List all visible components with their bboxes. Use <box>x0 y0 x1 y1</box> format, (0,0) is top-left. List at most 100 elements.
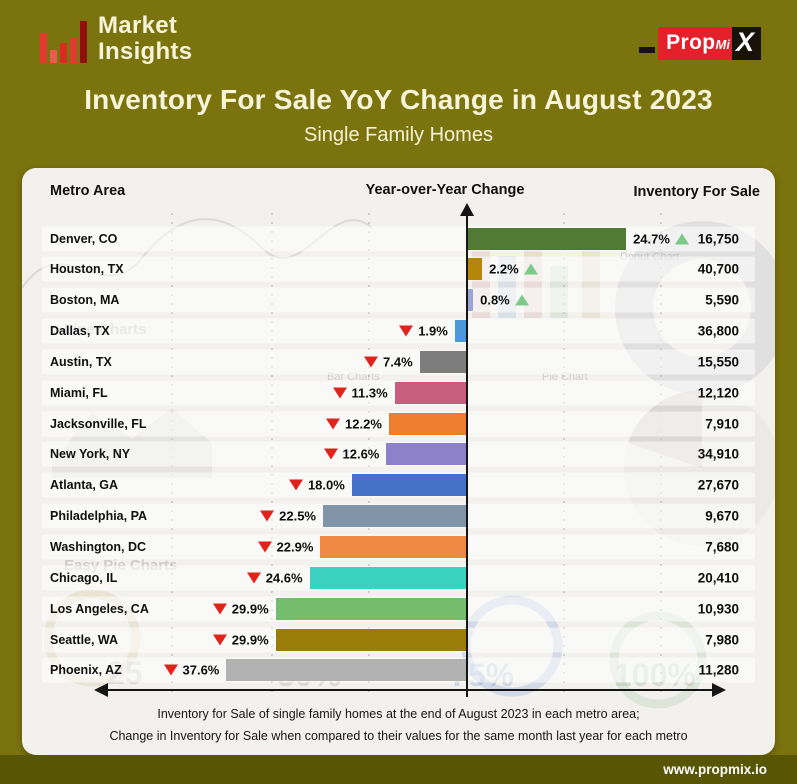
trend-down-icon <box>288 479 303 491</box>
metro-label: Seattle, WA <box>50 632 119 647</box>
metro-row: Atlanta, GA 18.0% 27,670 <box>22 470 775 501</box>
metro-row: Miami, FL 11.3% 12,120 <box>22 377 775 408</box>
yoy-value-text: 29.9% <box>231 632 269 648</box>
metro-row: Austin, TX 7.4% 15,550 <box>22 346 775 377</box>
page-title: Inventory For Sale YoY Change in August … <box>84 84 713 115</box>
metro-row: Houston, TX 2.2% 40,700 <box>22 254 775 285</box>
inventory-value: 20,410 <box>697 570 739 586</box>
metro-label: Boston, MA <box>50 293 120 308</box>
yoy-bar <box>388 412 467 435</box>
yoy-bar <box>309 566 467 589</box>
metro-label: Dallas, TX <box>50 324 110 339</box>
row-band <box>42 287 755 313</box>
yoy-value: 24.6% <box>246 570 303 585</box>
trend-down-icon <box>212 634 227 646</box>
trend-up-icon <box>523 263 538 275</box>
yoy-value-text: 37.6% <box>182 662 220 678</box>
inventory-value: 12,120 <box>697 385 739 401</box>
yoy-bar <box>386 443 467 466</box>
metro-label: Chicago, IL <box>50 570 118 585</box>
propmix-x: X <box>731 27 761 60</box>
yoy-bar <box>419 350 467 373</box>
yoy-value-text: 29.9% <box>231 601 269 617</box>
trend-down-icon <box>257 541 272 553</box>
market-insights-logo: Market Insights <box>40 13 192 65</box>
yoy-value-text: 22.9% <box>276 539 314 555</box>
website-url: www.propmix.io <box>663 762 767 777</box>
metro-row: Dallas, TX 1.9% 36,800 <box>22 316 775 347</box>
row-band <box>42 318 755 344</box>
yoy-bar <box>320 536 467 558</box>
trend-down-icon <box>323 448 338 460</box>
brand-line2: Insights <box>98 38 193 65</box>
yoy-value-text: 12.2% <box>345 416 382 432</box>
yoy-value: 24.7% <box>633 231 689 246</box>
chart-rows: Denver, CO 24.7% 16,750 Houston, TX 2.2% 40,7… <box>22 223 775 686</box>
yoy-bar <box>275 628 467 651</box>
inventory-value: 40,700 <box>697 261 739 277</box>
yoy-bar <box>468 289 474 312</box>
yoy-bar <box>468 258 483 281</box>
yoy-bar <box>468 227 627 250</box>
metro-label: Houston, TX <box>50 262 124 277</box>
propmix-mi: Mi <box>715 37 730 52</box>
yoy-value-text: 11.3% <box>351 385 388 401</box>
inventory-value: 7,910 <box>705 416 739 432</box>
footnote-line2: Change in Inventory for Sale when compar… <box>109 729 688 743</box>
yoy-bar <box>226 659 467 682</box>
yoy-bar <box>275 597 467 620</box>
column-header-inventory: Inventory For Sale <box>633 184 760 200</box>
yoy-bar <box>351 474 467 497</box>
trend-up-icon <box>674 233 689 244</box>
brand-name: Market Insights <box>98 13 192 65</box>
yoy-bar <box>394 381 467 404</box>
row-band <box>42 349 755 375</box>
yoy-bar <box>454 320 467 343</box>
inventory-value: 11,280 <box>698 662 739 678</box>
zero-axis-line <box>466 215 468 697</box>
inventory-value: 9,670 <box>705 508 739 524</box>
trend-down-icon <box>399 325 414 337</box>
metro-label: Denver, CO <box>50 231 118 246</box>
trend-down-icon <box>332 387 347 399</box>
yoy-value: 29.9% <box>212 601 269 617</box>
metro-label: Austin, TX <box>50 354 112 369</box>
propmix-dash-icon <box>639 47 656 53</box>
metro-label: Jacksonville, FL <box>50 416 147 431</box>
yoy-value-text: 1.9% <box>418 323 448 339</box>
metro-label: Washington, DC <box>50 540 147 554</box>
inventory-value: 15,550 <box>697 354 739 370</box>
yoy-value-text: 0.8% <box>480 292 510 308</box>
metro-label: Miami, FL <box>50 385 108 400</box>
inventory-value: 36,800 <box>697 323 739 339</box>
yoy-value: 37.6% <box>163 662 220 678</box>
propmix-prop: Prop <box>666 31 716 54</box>
metro-label: New York, NY <box>50 447 131 462</box>
x-axis-line <box>108 689 712 691</box>
inventory-value: 27,670 <box>697 477 739 493</box>
metro-label: Phoenix, AZ <box>50 663 122 678</box>
x-axis-left-arrow-icon <box>94 683 108 697</box>
trend-down-icon <box>364 356 378 368</box>
yoy-value-text: 12.6% <box>342 446 380 462</box>
chart-card: Line Charts Bar Charts Pie Chart Donut C… <box>22 168 775 755</box>
metro-row: Chicago, IL 24.6% 20,410 <box>22 562 775 593</box>
footnote: Inventory for Sale of single family home… <box>22 703 775 747</box>
inventory-value: 7,980 <box>705 632 739 648</box>
brand-line1: Market <box>98 12 178 39</box>
yoy-value: 18.0% <box>288 478 345 493</box>
row-band <box>42 256 755 282</box>
y-axis-arrow-icon <box>460 203 474 216</box>
metro-row: Jacksonville, FL 12.2% 7,910 <box>22 408 775 439</box>
trend-down-icon <box>163 664 178 676</box>
metro-row: Washington, DC 22.9% 7,680 <box>22 532 775 563</box>
yoy-value: 22.9% <box>257 539 314 555</box>
footnote-line1: Inventory for Sale of single family home… <box>157 707 640 721</box>
metro-row: Los Angeles, CA 29.9% 10,930 <box>22 593 775 624</box>
column-header-yoy: Year-over-Year Change <box>365 182 525 198</box>
yoy-bar <box>323 505 467 528</box>
column-header-metro: Metro Area <box>50 183 126 199</box>
yoy-value-text: 24.7% <box>633 231 670 246</box>
metro-row: Boston, MA 0.8% 5,590 <box>22 285 775 316</box>
